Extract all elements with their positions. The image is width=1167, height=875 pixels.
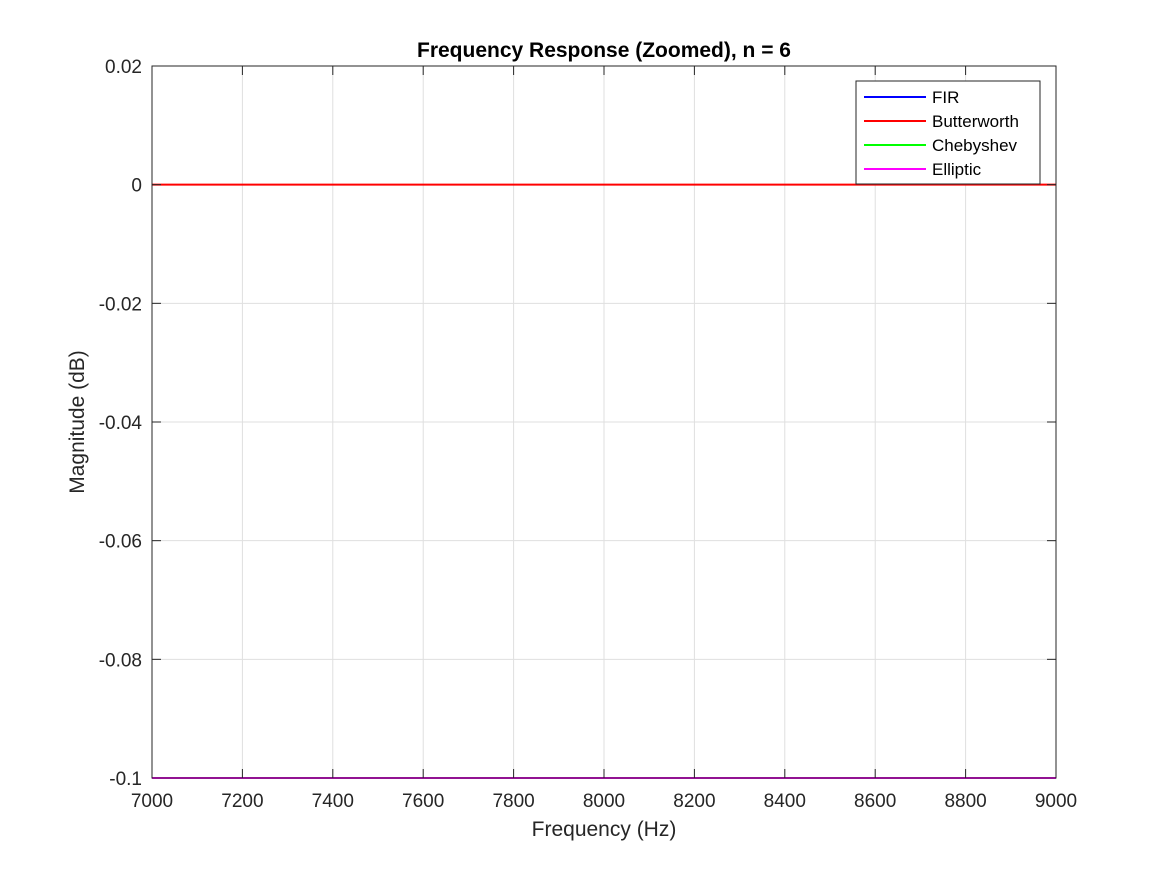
legend-label-fir: FIR: [932, 88, 959, 107]
legend[interactable]: FIR Butterworth Chebyshev Elliptic: [855, 80, 1041, 185]
x-tick-label: 8200: [673, 791, 715, 812]
y-tick-label: 0: [131, 176, 142, 197]
y-tick-label: -0.02: [99, 294, 142, 315]
y-tick-label: -0.04: [99, 413, 143, 434]
y-tick-label: 0.02: [105, 57, 142, 78]
chart-title: Frequency Response (Zoomed), n = 6: [417, 39, 791, 62]
x-axis-label: Frequency (Hz): [532, 818, 677, 841]
legend-label-elliptic: Elliptic: [932, 160, 982, 179]
x-tick-label: 8800: [944, 791, 986, 812]
x-tick-label: 7600: [402, 791, 444, 812]
tick-marks: [151, 65, 1057, 779]
y-axis-label: Magnitude (dB): [66, 350, 89, 494]
y-tick-labels: 0.02 0 -0.02 -0.04 -0.06 -0.08 -0.1: [99, 57, 143, 790]
x-tick-label: 8600: [854, 791, 896, 812]
y-tick-label: -0.08: [99, 650, 142, 671]
x-tick-label: 9000: [1035, 791, 1077, 812]
legend-label-butterworth: Butterworth: [932, 112, 1019, 131]
x-tick-label: 8000: [583, 791, 625, 812]
x-tick-label: 7400: [312, 791, 354, 812]
legend-box: [855, 80, 1041, 185]
y-tick-label: -0.1: [109, 769, 142, 790]
x-tick-label: 8400: [764, 791, 806, 812]
legend-label-chebyshev: Chebyshev: [932, 136, 1018, 155]
x-tick-label: 7800: [492, 791, 534, 812]
x-tick-label: 7000: [131, 791, 173, 812]
x-tick-labels: 7000 7200 7400 7600 7800 8000 8200 8400 8600 8800…: [131, 791, 1077, 812]
y-tick-label: -0.06: [99, 532, 142, 553]
x-tick-label: 7200: [221, 791, 263, 812]
